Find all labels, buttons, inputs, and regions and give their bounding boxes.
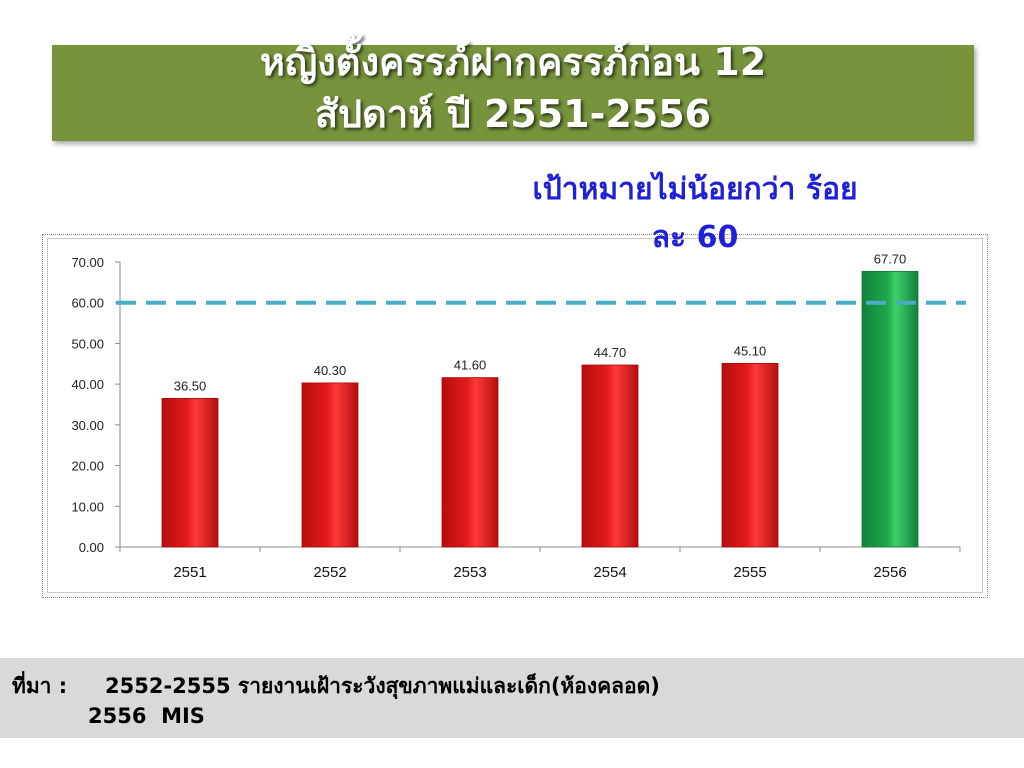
data-label-2552: 40.30 — [314, 363, 347, 378]
x-tick-label-2556: 2556 — [873, 564, 906, 581]
y-tick-label: 70.00 — [71, 255, 104, 270]
x-tick-label-2555: 2555 — [733, 564, 766, 581]
slide-title: หญิงตั้งครรภ์ฝากครรภ์ก่อน 12 สัปดาห์ ปี … — [52, 36, 974, 140]
y-tick-label: 0.00 — [79, 540, 104, 555]
source-line-1: 2552-2555 รายงานเฝ้าระวังสุขภาพแม่และเด็… — [105, 674, 660, 698]
source-label: ที่มา : — [12, 674, 68, 698]
data-label-2553: 41.60 — [454, 358, 487, 373]
x-tick-label-2554: 2554 — [593, 564, 626, 581]
title-line-1: หญิงตั้งครรภ์ฝากครรภ์ก่อน 12 — [259, 40, 767, 84]
data-label-2556: 67.70 — [874, 251, 907, 266]
bar-2551 — [161, 397, 219, 548]
data-label-2554: 44.70 — [594, 345, 627, 360]
title-banner — [52, 45, 974, 141]
source-band — [0, 658, 1024, 738]
bar-2552 — [301, 382, 359, 548]
bar-2555 — [721, 362, 779, 548]
chart-plot-border — [47, 238, 983, 593]
y-tick-label: 50.00 — [71, 336, 104, 351]
bar-2553 — [441, 377, 499, 548]
bar-2554 — [581, 364, 639, 548]
title-line-2: สัปดาห์ ปี 2551-2556 — [314, 92, 712, 136]
data-label-2555: 45.10 — [734, 343, 767, 358]
data-label-2551: 36.50 — [174, 378, 207, 393]
source-line-2: 2556 MIS — [88, 704, 205, 728]
y-tick-label: 20.00 — [71, 459, 104, 474]
bar-2556 — [861, 270, 919, 548]
x-tick-label-2551: 2551 — [173, 564, 206, 581]
target-line-1: เป้าหมายไม่น้อยกว่า ร้อย — [532, 172, 858, 207]
x-tick-label-2553: 2553 — [453, 564, 486, 581]
y-tick-label: 10.00 — [71, 499, 104, 514]
target-line-2: ละ 60 — [651, 220, 739, 255]
x-tick-label-2552: 2552 — [313, 564, 346, 581]
y-tick-label: 60.00 — [71, 296, 104, 311]
y-tick-label: 40.00 — [71, 377, 104, 392]
target-annotation: เป้าหมายไม่น้อยกว่า ร้อย ละ 60 — [440, 166, 950, 262]
y-tick-label: 30.00 — [71, 418, 104, 433]
